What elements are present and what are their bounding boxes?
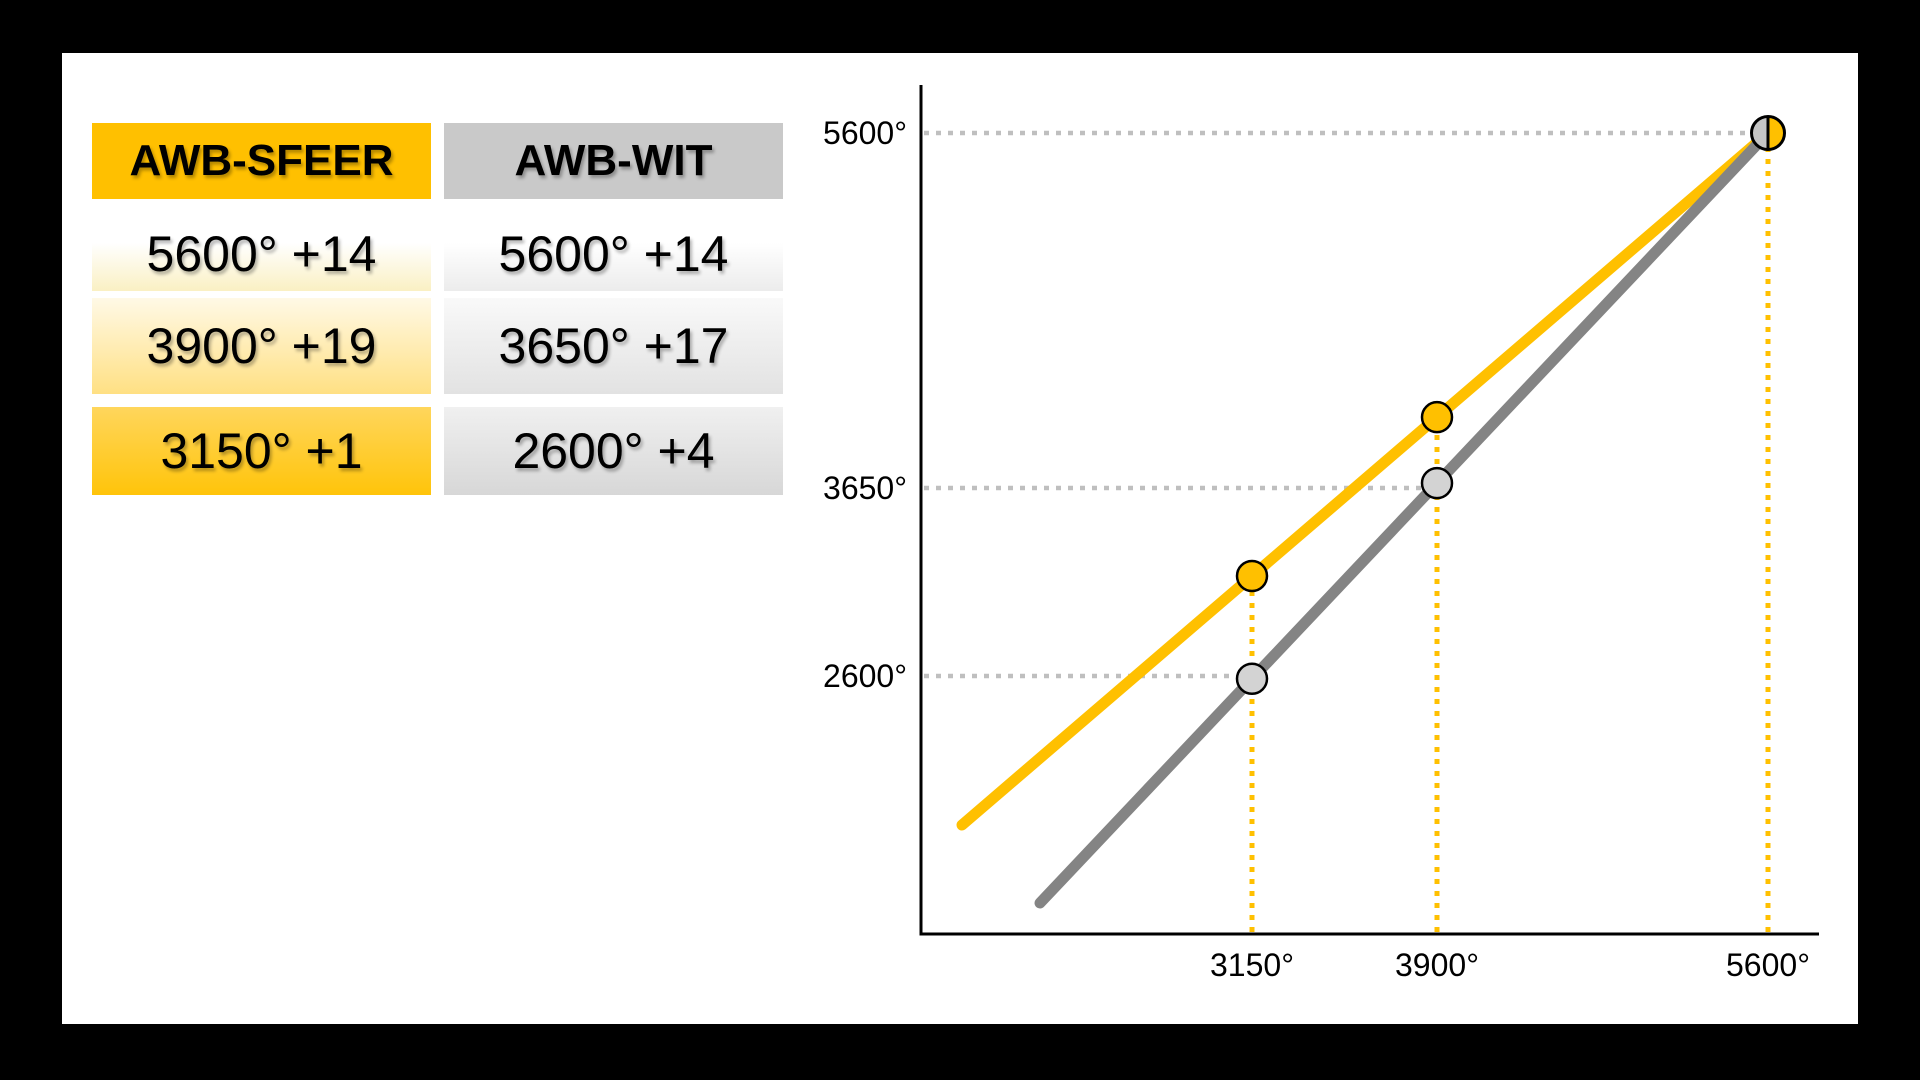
x-tick-label-3900: 3900° bbox=[1395, 947, 1479, 983]
table-cell-sfeer-5600: 5600° +14 bbox=[92, 217, 431, 291]
table-cell-wit-3650: 3650° +17 bbox=[444, 298, 783, 394]
table-cell-sfeer-3150: 3150° +1 bbox=[92, 407, 431, 495]
series-line-awb-wit bbox=[1034, 127, 1774, 909]
table-header-awb-sfeer: AWB-SFEER bbox=[92, 123, 431, 199]
table-cell-sfeer-3900: 3900° +19 bbox=[92, 298, 431, 394]
series-line-awb-sfeer bbox=[956, 127, 1774, 831]
temperature-chart: 5600° 3650° 2600° 3150° 3900° 5600° bbox=[823, 85, 1819, 983]
x-tick-label-3150: 3150° bbox=[1210, 947, 1294, 983]
y-tick-label-3650: 3650° bbox=[823, 470, 907, 506]
y-tick-label-2600: 2600° bbox=[823, 658, 907, 694]
table-cell-wit-2600: 2600° +4 bbox=[444, 407, 783, 495]
data-point-awb-sfeer-3150 bbox=[1235, 559, 1269, 593]
y-tick-label-5600: 5600° bbox=[823, 115, 907, 151]
x-tick-label-5600: 5600° bbox=[1726, 947, 1810, 983]
data-point-awb-wit-3150 bbox=[1235, 662, 1269, 696]
table-cell-wit-5600: 5600° +14 bbox=[444, 217, 783, 291]
data-point-awb-sfeer-3900 bbox=[1420, 400, 1454, 434]
data-point-awb-wit-3900 bbox=[1420, 466, 1454, 500]
slide-panel: AWB-SFEER AWB-WIT 5600° +14 5600° +14 39… bbox=[62, 53, 1858, 1024]
table-header-awb-wit: AWB-WIT bbox=[444, 123, 783, 199]
